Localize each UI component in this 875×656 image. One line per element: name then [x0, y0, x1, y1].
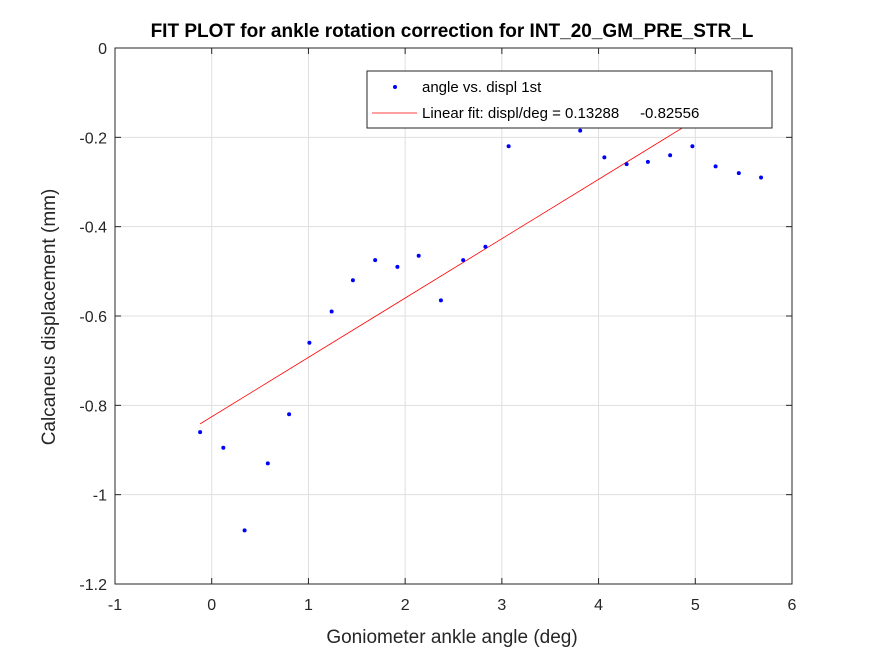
data-point	[578, 128, 583, 133]
legend-entry-fit: Linear fit: displ/deg = 0.13288 -0.82556	[422, 105, 699, 122]
data-point	[416, 253, 421, 258]
y-tick-label: -0.6	[79, 309, 107, 326]
legend-entry-scatter: angle vs. displ 1st	[422, 79, 542, 96]
data-point	[645, 159, 650, 164]
data-point	[198, 430, 203, 435]
data-point	[713, 164, 718, 169]
y-ticks: -1.2 -1 -0.8 -0.6 -0.4 -0.2 0	[79, 41, 792, 594]
data-point	[602, 155, 607, 160]
data-point	[736, 171, 741, 176]
data-point	[307, 340, 312, 345]
data-point	[624, 162, 629, 167]
y-tick-label: -1	[93, 488, 107, 505]
x-tick-label: 4	[594, 597, 603, 614]
y-tick-label: -0.4	[79, 220, 107, 237]
data-point	[287, 412, 292, 417]
data-point	[350, 278, 355, 283]
x-tick-label: 6	[788, 597, 797, 614]
data-point	[506, 144, 511, 149]
data-point	[759, 175, 764, 180]
legend-box	[366, 70, 773, 129]
y-tick-label: -1.2	[79, 577, 107, 594]
y-tick-label: -0.8	[79, 398, 107, 415]
y-tick-label: 0	[98, 41, 107, 58]
x-tick-label: 5	[691, 597, 700, 614]
data-point	[373, 258, 378, 263]
legend-marker-scatter	[393, 85, 397, 89]
data-point	[395, 264, 400, 269]
data-point	[483, 244, 488, 249]
x-ticks: -1 0 1 2 3 4 5 6	[108, 48, 797, 614]
x-tick-label: 0	[207, 597, 216, 614]
data-point	[461, 258, 466, 263]
x-tick-label: 2	[401, 597, 410, 614]
chart-title: FIT PLOT for ankle rotation correction f…	[151, 21, 754, 42]
fit-line	[199, 119, 696, 425]
x-tick-label: -1	[108, 597, 122, 614]
scatter-series	[198, 128, 764, 533]
y-tick-label: -0.2	[79, 130, 107, 147]
data-point	[668, 153, 673, 158]
data-point	[221, 445, 226, 450]
data-point	[438, 298, 443, 303]
legend: angle vs. displ 1st Linear fit: displ/de…	[366, 70, 773, 129]
y-axis-label: Calcaneus displacement (mm)	[39, 189, 60, 446]
x-tick-label: 1	[304, 597, 313, 614]
data-point	[329, 309, 334, 314]
data-point	[265, 461, 270, 466]
fit-series	[199, 119, 696, 425]
x-tick-label: 3	[497, 597, 506, 614]
data-point	[242, 528, 247, 533]
data-point	[690, 144, 695, 149]
x-axis-label: Goniometer ankle angle (deg)	[326, 627, 577, 648]
